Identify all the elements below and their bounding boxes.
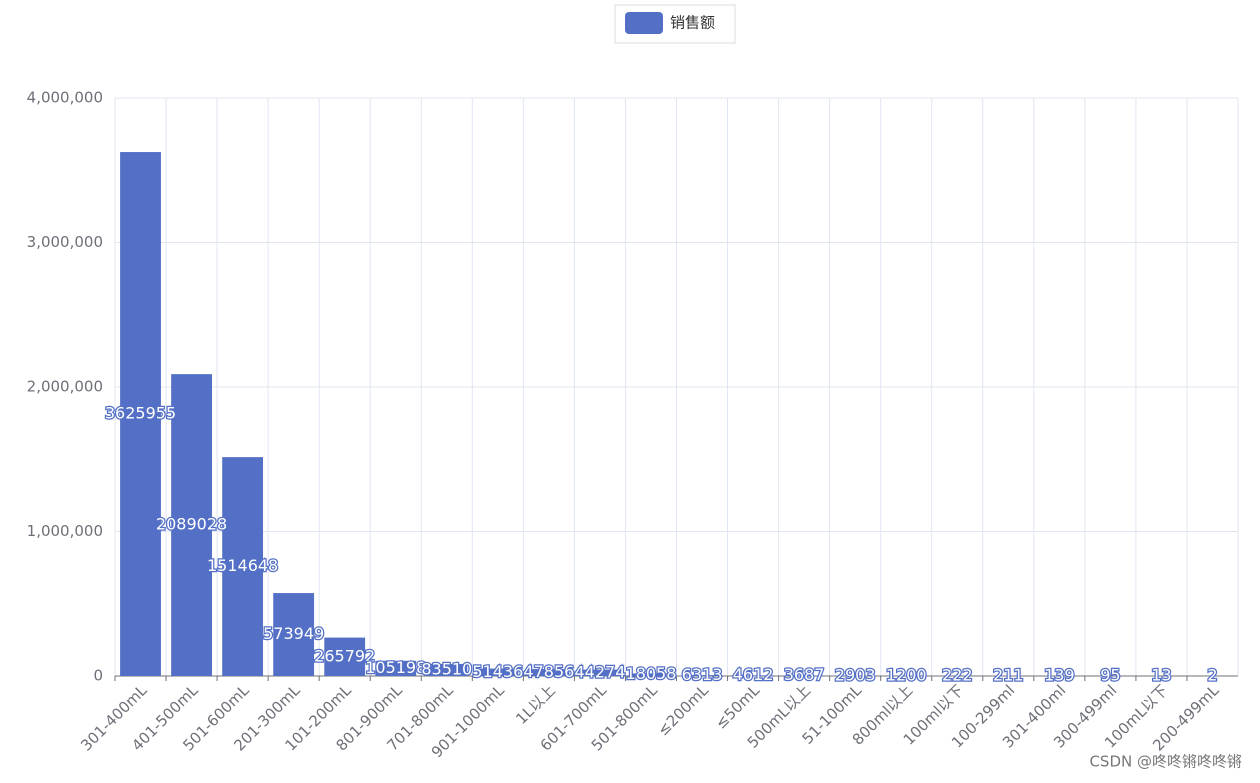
- value-label: 573949: [263, 624, 324, 643]
- legend-label[interactable]: 销售额: [670, 14, 715, 32]
- value-label: 47856: [523, 662, 574, 681]
- x-tick-label: ≤200mL: [654, 681, 713, 740]
- value-label: 95: [1100, 665, 1120, 684]
- watermark: CSDN @咚咚锵咚咚锵: [1089, 753, 1242, 771]
- value-label: 6313: [682, 665, 723, 684]
- y-tick-label: 0: [93, 667, 103, 685]
- y-tick-label: 3,000,000: [27, 233, 103, 251]
- value-label: 3625955: [105, 404, 176, 423]
- value-label: 2903: [835, 665, 876, 684]
- value-label: 3687: [784, 665, 825, 684]
- value-label: 211: [993, 665, 1024, 684]
- y-tick-label: 1,000,000: [27, 522, 103, 540]
- value-label: 222: [942, 665, 973, 684]
- value-label: 2: [1207, 665, 1217, 684]
- value-label: 18058: [626, 664, 677, 683]
- y-tick-label: 4,000,000: [27, 89, 103, 107]
- value-label: 44274: [574, 662, 625, 681]
- y-tick-label: 2,000,000: [27, 378, 103, 396]
- value-label: 2089028: [156, 515, 227, 534]
- value-label: 4612: [733, 665, 774, 684]
- value-label: 139: [1044, 665, 1075, 684]
- value-label: 51436: [472, 662, 523, 681]
- value-label: 1514648: [207, 556, 278, 575]
- value-label: 13: [1151, 665, 1171, 684]
- value-label: 1200: [886, 665, 927, 684]
- value-label: 105198: [365, 658, 426, 677]
- x-tick-label: 1L以上: [512, 681, 559, 728]
- value-label: 83510: [421, 659, 472, 678]
- x-tick-label: ≤50mL: [712, 681, 764, 733]
- legend-swatch[interactable]: [625, 12, 663, 34]
